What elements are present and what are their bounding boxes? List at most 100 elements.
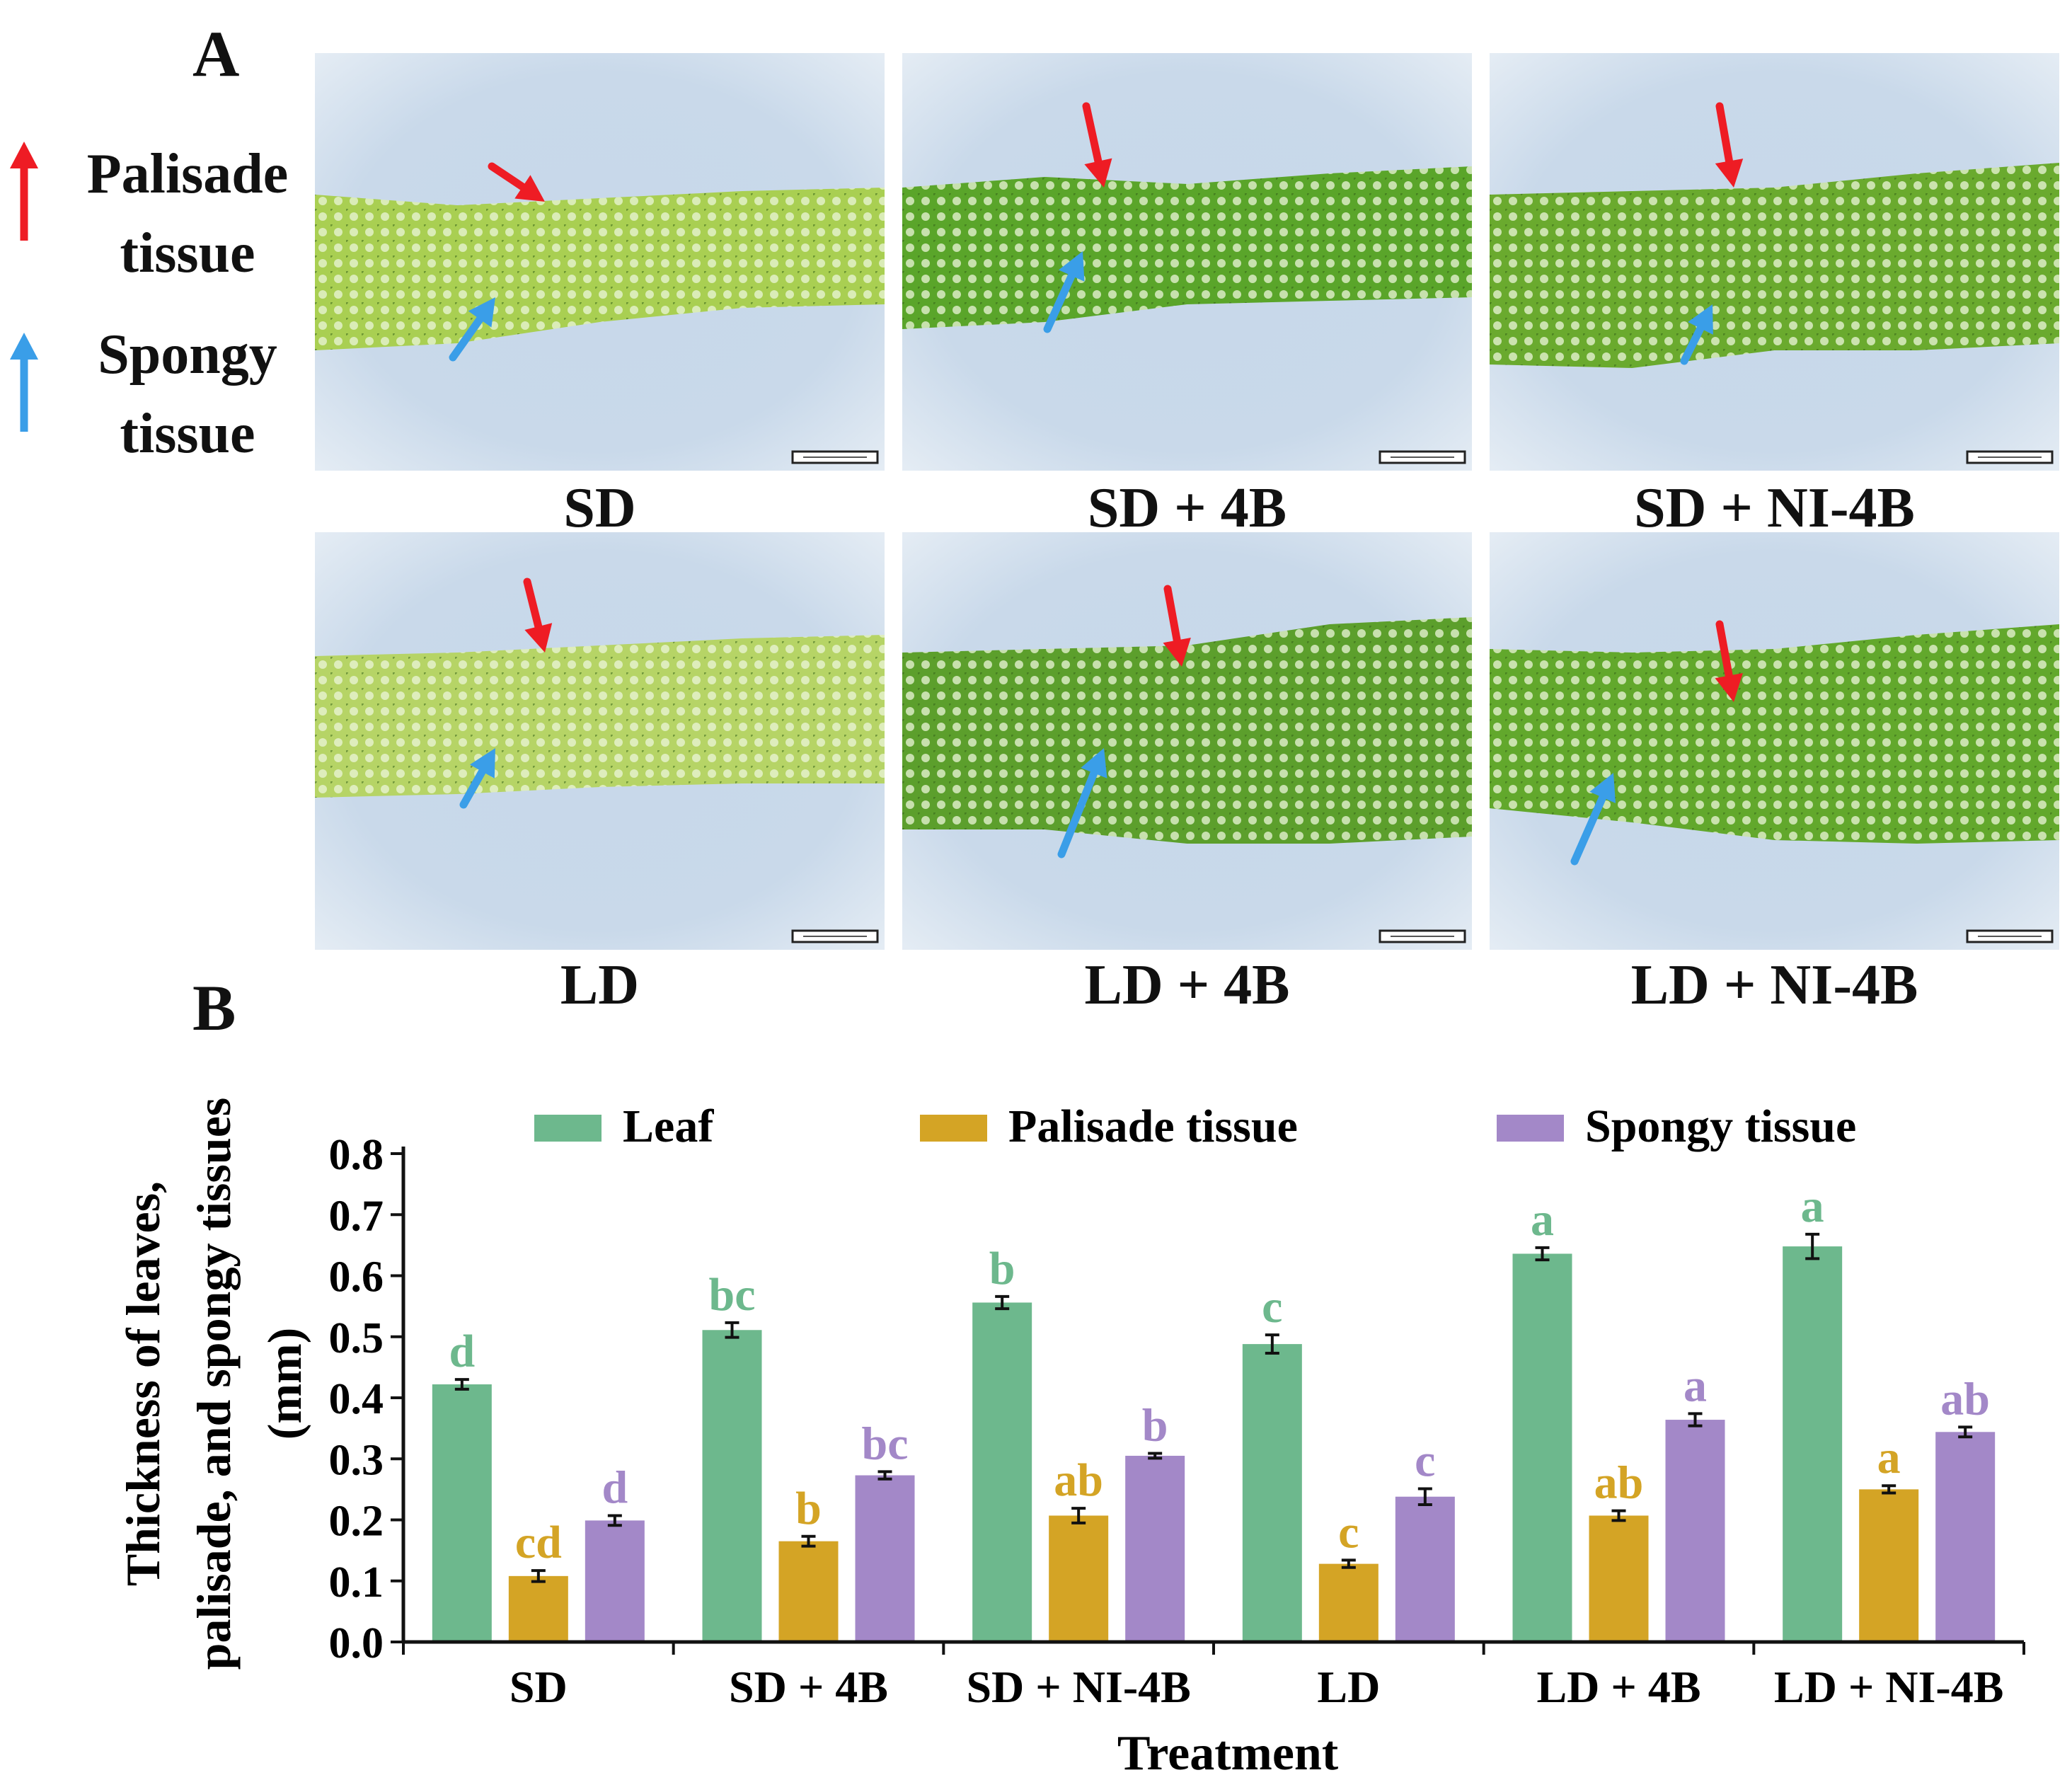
significance-letter: ab — [1594, 1457, 1644, 1509]
error-bar — [454, 1378, 469, 1391]
error-bar — [1071, 1507, 1086, 1524]
error-bar — [725, 1321, 739, 1339]
y-axis-title-line: (mm) — [258, 1328, 311, 1440]
significance-letter: b — [1142, 1399, 1168, 1451]
error-bar — [1417, 1487, 1432, 1506]
leaf-cross-section — [902, 166, 1472, 329]
red-arrow-icon — [10, 142, 38, 241]
tissue-legend: Palisade tissue Spongy tissue — [0, 127, 311, 481]
significance-letter: bc — [709, 1269, 756, 1321]
legend-item: Palisade tissue — [920, 1101, 1298, 1152]
micrograph-5 — [902, 532, 1472, 950]
bar — [1049, 1515, 1109, 1642]
legend-spongy-line2: tissue — [120, 403, 255, 465]
x-tick-label: LD — [1317, 1662, 1380, 1712]
bar — [972, 1302, 1032, 1642]
panel-label-a: A — [192, 18, 240, 90]
error-bar — [607, 1514, 622, 1527]
error-bar — [1958, 1425, 1973, 1439]
error-bar — [531, 1569, 546, 1583]
error-bar — [1805, 1232, 1820, 1260]
y-tick-label: 0.3 — [329, 1436, 384, 1484]
bar — [585, 1520, 645, 1642]
error-bar — [877, 1470, 892, 1481]
bar — [1318, 1563, 1379, 1642]
scale-bar — [1966, 929, 2054, 943]
significance-letter: cd — [515, 1517, 562, 1568]
y-tick-label: 0.6 — [329, 1253, 384, 1302]
bar — [1512, 1253, 1572, 1642]
legend-label: Palisade tissue — [1008, 1101, 1298, 1152]
significance-letter: b — [795, 1483, 822, 1534]
micrograph-caption: SD + 4B — [1087, 477, 1287, 539]
legend-label: Leaf — [623, 1101, 714, 1152]
bar — [1395, 1496, 1455, 1642]
error-bar — [1148, 1452, 1163, 1460]
significance-letter: ab — [1940, 1373, 1990, 1425]
error-bar — [995, 1294, 1010, 1311]
scale-bar — [1966, 450, 2054, 464]
micrograph-1 — [315, 53, 885, 471]
micrograph-caption: SD + NI-4B — [1634, 477, 1915, 539]
error-bar — [1265, 1333, 1279, 1355]
error-bar — [1535, 1246, 1550, 1262]
bar — [702, 1330, 762, 1642]
micrograph-2 — [902, 53, 1472, 471]
bar — [1125, 1455, 1185, 1642]
spongy-arrow-icon — [459, 748, 495, 809]
legend-item: Spongy tissue — [1497, 1101, 1856, 1152]
scale-bar — [1379, 929, 1466, 943]
y-axis-title-line: palisade, and spongy tissues — [187, 1098, 241, 1670]
y-axis-title-line: Thickness of leaves, — [116, 1181, 170, 1586]
palisade-arrow-icon — [1715, 620, 1743, 702]
palisade-arrow-icon — [1082, 102, 1112, 188]
leaf-cross-section — [902, 617, 1472, 844]
micrograph-caption: LD — [560, 954, 640, 1016]
bar — [778, 1541, 839, 1642]
spongy-arrow-icon — [1043, 251, 1085, 333]
bar — [1935, 1432, 1996, 1642]
bar — [1665, 1420, 1725, 1642]
micrograph-4 — [315, 532, 885, 950]
error-bar — [1688, 1412, 1703, 1428]
significance-letter: a — [1531, 1194, 1554, 1246]
y-tick-label: 0.0 — [329, 1619, 384, 1667]
micrograph-3 — [1490, 53, 2059, 471]
y-tick-label: 0.4 — [329, 1375, 384, 1423]
bar — [855, 1475, 915, 1642]
significance-letter: c — [1262, 1281, 1282, 1333]
x-axis-title: Treatment — [1117, 1726, 1338, 1781]
significance-letter: b — [989, 1243, 1015, 1294]
bar — [1783, 1246, 1843, 1642]
scale-bar — [1379, 450, 1466, 464]
palisade-arrow-icon — [488, 162, 545, 202]
error-bar — [1611, 1509, 1626, 1522]
significance-letter: c — [1415, 1435, 1435, 1487]
micrograph-caption: LD + NI-4B — [1630, 954, 1918, 1016]
significance-letter: c — [1338, 1506, 1359, 1558]
legend-spongy-line1: Spongy — [98, 323, 277, 386]
x-tick-label: SD + NI-4B — [966, 1662, 1190, 1712]
legend-swatch — [1497, 1115, 1564, 1142]
legend-swatch — [920, 1115, 987, 1142]
legend-item: Leaf — [534, 1101, 714, 1152]
leaf-cross-section — [1490, 163, 2059, 368]
spongy-arrow-icon — [1680, 304, 1713, 365]
y-tick-label: 0.7 — [329, 1192, 384, 1240]
significance-letter: ab — [1054, 1454, 1103, 1506]
significance-letter: d — [602, 1461, 628, 1513]
significance-letter: a — [1877, 1432, 1901, 1483]
legend-label: Spongy tissue — [1585, 1101, 1856, 1152]
x-tick-label: LD + NI-4B — [1774, 1662, 2004, 1712]
leaf-cross-section — [315, 188, 885, 350]
leaf-cross-section — [315, 635, 885, 798]
significance-letter: bc — [862, 1418, 909, 1469]
scale-bar — [791, 929, 879, 943]
bar — [508, 1575, 568, 1642]
spongy-arrow-icon — [1570, 773, 1616, 866]
panel-label-b: B — [192, 972, 236, 1044]
legend-palisade-line1: Palisade — [86, 143, 289, 205]
scale-bar — [791, 450, 879, 464]
bar — [1242, 1344, 1302, 1642]
